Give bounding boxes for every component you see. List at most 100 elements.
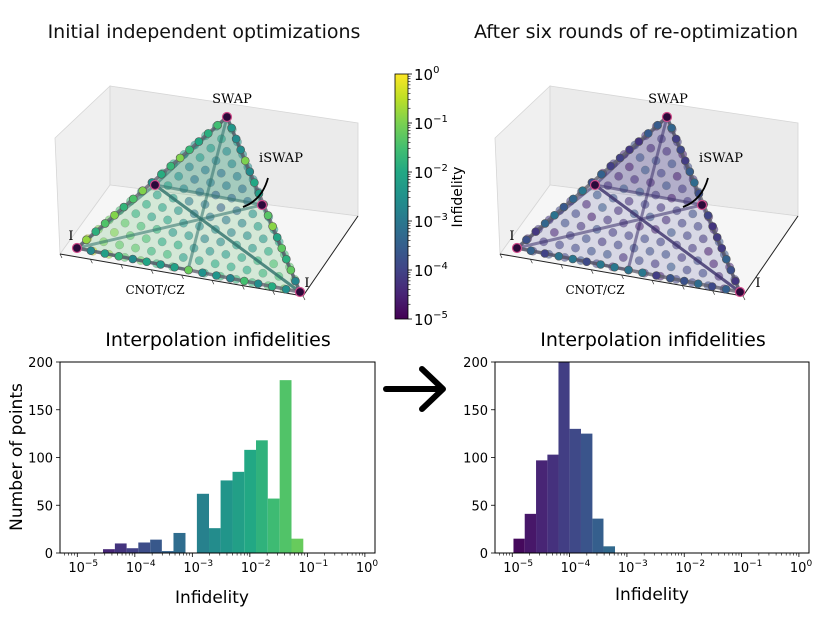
edge-point	[531, 227, 541, 236]
lattice-point	[269, 259, 279, 269]
tetra-edge	[516, 203, 703, 250]
edge-point	[227, 123, 236, 133]
edge-point	[625, 145, 634, 155]
edge-point	[717, 243, 727, 253]
edge-point	[82, 235, 91, 245]
lattice-point	[173, 206, 183, 216]
edge-point	[114, 251, 124, 261]
lattice-point	[666, 262, 676, 272]
edge-point	[606, 161, 616, 171]
edge-point	[582, 257, 591, 267]
edge-point	[268, 222, 277, 231]
edge-point	[694, 189, 704, 198]
vertex-label-identity-right: I	[304, 276, 309, 291]
axis-tick	[499, 253, 503, 259]
colorbar-tick-label: 10−5	[414, 310, 448, 329]
lattice-point	[173, 240, 183, 250]
plot-frame	[59, 361, 376, 554]
histogram-initial: 0 50 100 150 200 10−5 10−4 10−3 10−2 10−1 100	[28, 356, 378, 576]
lattice-point	[586, 246, 596, 256]
vertex-label-swap: SWAP	[212, 92, 252, 107]
edge-point	[277, 243, 287, 253]
x-tick-label: 10−4	[561, 559, 591, 576]
histogram-bar	[513, 538, 525, 553]
lattice-point	[640, 165, 650, 175]
lattice-point	[242, 265, 252, 275]
edge-point	[157, 170, 166, 179]
lattice-point	[195, 153, 205, 163]
histogram-bar	[161, 551, 174, 553]
lattice-point	[661, 249, 671, 259]
y-tick-label: 100	[463, 452, 488, 467]
lattice-point	[190, 174, 200, 184]
axis-tick	[211, 280, 215, 285]
edge-point	[568, 254, 578, 264]
vertex-marker	[221, 111, 233, 123]
lattice-point	[221, 215, 231, 225]
axis-tick	[742, 295, 746, 301]
histogram-bar	[196, 493, 210, 553]
colorbar-tick-label: 100	[414, 65, 439, 84]
edge-point	[522, 235, 531, 245]
y-axis-label-left: Number of points	[7, 383, 27, 531]
x-tick-label: 10−2	[675, 559, 705, 576]
histogram-reoptimized: 0 50 100 150 200 10−5 10−4 10−3 10−2 10−1 100	[463, 356, 812, 576]
axis-line	[742, 215, 799, 297]
axis-tick	[651, 280, 655, 285]
lattice-point	[597, 237, 607, 247]
x-tick-label: 10−5	[503, 559, 533, 576]
edge-point	[615, 153, 625, 163]
histogram-bar	[558, 362, 570, 553]
lattice-point	[136, 221, 146, 231]
y-tick-label: 200	[28, 356, 53, 371]
lattice-point	[635, 153, 645, 163]
edge-point	[286, 265, 296, 275]
histogram-bar	[114, 543, 127, 553]
lattice-point	[258, 234, 268, 244]
vertex-label-iswap: iSWAP	[259, 151, 303, 166]
edge-point	[703, 211, 713, 220]
right-arrow	[383, 366, 446, 412]
axis-tick	[560, 264, 564, 269]
lattice-point	[221, 181, 231, 191]
colorbar-tick-label: 10−3	[414, 212, 448, 231]
y-tick-label: 200	[463, 356, 488, 371]
edge-point	[245, 167, 255, 176]
edge-point	[722, 254, 731, 264]
histogram-bar	[592, 518, 604, 553]
lattice-point	[120, 218, 130, 228]
edge-point	[731, 276, 740, 286]
histogram-bar	[150, 539, 162, 553]
vertex-marker	[589, 179, 601, 191]
vertex-marker	[661, 111, 673, 123]
lattice-point	[146, 246, 156, 256]
axis-tick	[120, 264, 124, 269]
x-axis-label-right: Infidelity	[615, 585, 689, 605]
edge-point	[175, 153, 185, 163]
lattice-point	[131, 243, 140, 253]
histogram-bar	[220, 480, 233, 553]
edge-point	[184, 265, 193, 275]
edge-point	[578, 186, 587, 195]
lattice-point	[634, 256, 644, 266]
x-axis-label-left: Infidelity	[175, 588, 249, 608]
x-tick-label: 10−2	[241, 559, 271, 576]
colorbar-label: Infidelity	[450, 167, 466, 228]
lattice-point	[555, 240, 565, 250]
vertex-label-iswap: iSWAP	[699, 151, 743, 166]
axis-tick	[150, 269, 154, 274]
lattice-point	[178, 253, 188, 262]
axis-tick	[621, 274, 624, 280]
axis-tick	[272, 290, 275, 295]
tetrahedron-plot-reoptimized	[494, 85, 799, 301]
iswap-pointer	[682, 177, 709, 208]
axis-tick	[90, 259, 93, 264]
vertex-marker	[734, 286, 746, 298]
lattice-point	[645, 246, 655, 256]
edge-point	[597, 170, 606, 179]
axis-tick	[681, 285, 685, 290]
edge-point	[272, 233, 282, 242]
lattice-point	[624, 162, 634, 172]
axis-tick	[241, 285, 245, 290]
edge-point	[685, 167, 695, 176]
